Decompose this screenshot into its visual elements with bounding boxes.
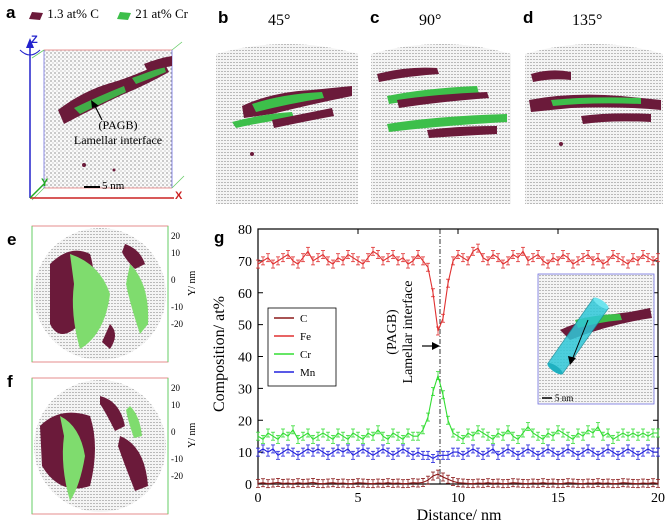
panel-a-label: a [6,3,16,22]
panel-f-map [31,377,169,515]
panel-b-label: b [218,8,229,27]
panel-b-angle: 45° [268,12,291,29]
panel-d-angle: 135° [572,12,603,29]
tick: 0 [171,275,176,285]
chart-inset: 5 nm [537,273,655,405]
tick: -20 [171,471,183,481]
axis-z-label: Z [31,34,38,46]
interface-arrow-head [432,342,440,350]
panel-c-reconstruction [371,44,511,204]
y-tick-label: 10 [238,446,252,461]
x-tick-label: 10 [451,491,465,506]
y-tick-label: 80 [238,223,252,238]
tick: 0 [171,427,176,437]
inset-scale-label: 5 nm [555,393,573,403]
interface-label-2: Lamellar interface [401,281,416,384]
annotation-line2: Lamellar interface [73,133,163,147]
legend-entry-cr: Cr [300,349,311,361]
x-tick-label: 5 [355,491,362,506]
y-axis-label: Composition/ at% [211,296,228,412]
panel-c-angle: 90° [419,12,442,29]
tick: -20 [171,319,183,329]
tick: 20 [171,383,180,393]
chart-legend: C Fe Cr Mn [267,307,337,387]
y-tick-label: 20 [238,414,252,429]
legend-entry-fe: Fe [300,331,311,343]
legend-box [267,307,337,387]
panel-d-label: d [523,8,534,27]
panel-e-ticks: 20 10 0 -10 -20 [171,228,183,333]
composition-chart: 0 10 20 30 40 50 60 70 80 0 5 10 15 20 Composition/ a… [211,223,665,524]
tick: 10 [171,248,180,258]
panel-a-annotation: (PAGB) [78,118,158,133]
x-tick-label: 15 [551,491,565,506]
x-tick-label: 20 [651,491,665,506]
tick: -10 [171,454,183,464]
scale-bar-line [84,186,100,188]
panel-g-label: g [214,228,225,247]
panel-d-reconstruction [525,44,663,204]
x-tick-label: 0 [255,491,262,506]
carbon-swatch-icon [29,11,43,20]
panel-b-reconstruction [216,44,358,204]
legend-chromium: 21 at% Cr [116,6,188,22]
panel-f-axis-label: Y/ nm [187,422,198,448]
panel-f-ticks: 20 10 0 -10 -20 [171,380,183,485]
legend-carbon: 1.3 at% C [28,6,99,22]
panel-c-label: c [370,8,380,27]
legend-carbon-text: 1.3 at% C [47,6,99,21]
axis-y-label: Y [41,177,49,189]
y-tick-label: 30 [238,382,252,397]
chromium-swatch-icon [117,11,131,20]
panel-e-map [31,225,169,363]
tick: -10 [171,302,183,312]
interface-label-1: (PAGB) [385,309,400,355]
legend-entry-mn: Mn [300,367,316,379]
y-tick-label: 50 [238,319,252,334]
legend-entry-c: C [300,313,307,325]
x-axis-label: Distance/ nm [417,507,502,524]
y-tick-label: 40 [238,351,252,366]
legend-chromium-text: 21 at% Cr [135,6,188,21]
axis-x-label: X [175,190,183,202]
y-tick-label: 60 [238,287,252,302]
panel-e-axis-label: Y/ nm [187,270,198,296]
tick: 10 [171,400,180,410]
panel-e-label: e [7,230,17,249]
tick: 20 [171,231,180,241]
panel-a-reconstruction [19,38,185,201]
y-tick-label: 70 [238,255,252,270]
annotation-line1: (PAGB) [98,118,138,132]
panel-a-annotation-2: Lamellar interface [56,133,180,148]
scale-bar-label: 5 nm [102,180,125,192]
panel-f-label: f [7,372,13,391]
y-tick-label: 0 [245,478,252,493]
